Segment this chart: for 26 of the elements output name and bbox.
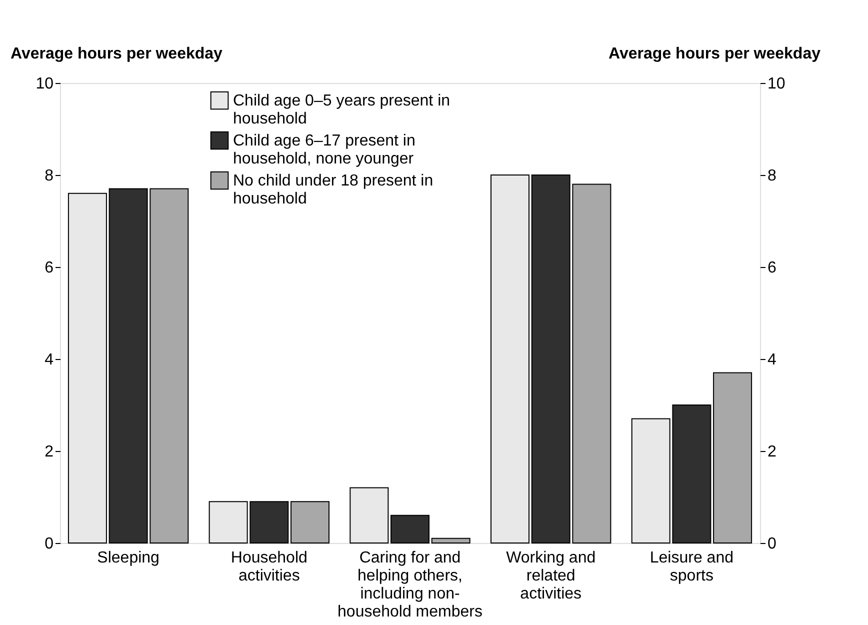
y2-tick-label: 0 — [768, 536, 776, 552]
x-tick-label: Leisure and sports — [650, 550, 734, 584]
y-tick-label: 8 — [44, 168, 54, 184]
bar — [390, 514, 430, 544]
x-tick-label: Working and related activities — [506, 550, 596, 602]
y-tick-label: 0 — [44, 536, 54, 552]
bar — [431, 538, 470, 544]
bar — [713, 372, 752, 544]
y2-axis-title: Average hours per weekday — [608, 46, 821, 62]
y2-tick-label: 10 — [768, 76, 786, 92]
y2-tick-label: 4 — [768, 352, 776, 368]
x-tick-label: Household activities — [230, 550, 308, 584]
bar — [290, 501, 330, 544]
x-tick-label: Caring for and helping others, including non-household members — [338, 550, 482, 620]
y2-tick-label: 2 — [768, 444, 776, 460]
y2-tick-label: 6 — [768, 260, 776, 276]
legend-label: Child age 0–5 years present in household — [233, 92, 450, 128]
y2-tick-label: 8 — [768, 168, 776, 184]
legend-label: Child age 6–17 present in household, none younger — [233, 132, 416, 168]
x-tick-label: Sleeping — [97, 550, 160, 566]
y-tick-label: 6 — [44, 260, 54, 276]
legend-label: No child under 18 present in household — [233, 172, 434, 208]
y-tick-label: 10 — [36, 76, 54, 92]
y-tick-label: 2 — [44, 444, 54, 460]
y-tick-label: 4 — [44, 352, 54, 368]
y-axis-title: Average hours per weekday — [10, 46, 223, 62]
